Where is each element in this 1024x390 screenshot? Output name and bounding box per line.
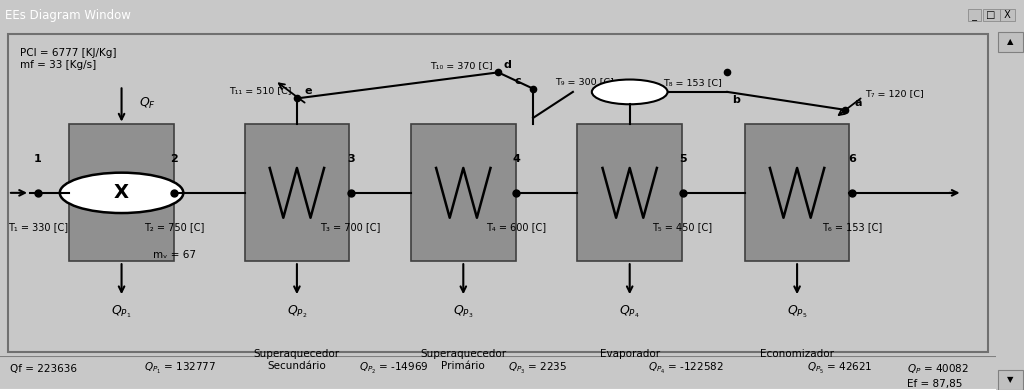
Text: T₁ = 330 [C]: T₁ = 330 [C] — [8, 222, 68, 232]
Text: $Q_{P_1}$ = 132777: $Q_{P_1}$ = 132777 — [144, 361, 216, 376]
Text: T₉ = 300 [C]: T₉ = 300 [C] — [555, 77, 613, 86]
Text: 2: 2 — [170, 154, 178, 163]
Text: T₇ = 120 [C]: T₇ = 120 [C] — [865, 89, 924, 98]
Text: T₃ = 700 [C]: T₃ = 700 [C] — [321, 222, 381, 232]
Text: Superaquecedor
Primário: Superaquecedor Primário — [420, 349, 506, 371]
FancyBboxPatch shape — [411, 124, 516, 261]
Text: mᵥ = 67: mᵥ = 67 — [153, 250, 196, 260]
Text: T₂ = 750 [C]: T₂ = 750 [C] — [144, 222, 205, 232]
Text: $Q_P$ = 40082: $Q_P$ = 40082 — [906, 362, 969, 376]
Text: □: □ — [983, 10, 999, 20]
Text: Ef = 87,85: Ef = 87,85 — [906, 379, 963, 389]
Text: $Q_{P_4}$ = -122582: $Q_{P_4}$ = -122582 — [647, 361, 724, 376]
Text: d: d — [503, 60, 511, 70]
FancyBboxPatch shape — [70, 124, 174, 261]
Text: e: e — [305, 86, 312, 96]
Text: $Q_{P_3}$ = 2235: $Q_{P_3}$ = 2235 — [508, 361, 567, 376]
Text: T₅ = 450 [C]: T₅ = 450 [C] — [652, 222, 713, 232]
Text: T₈ = 153 [C]: T₈ = 153 [C] — [664, 78, 722, 87]
Text: a: a — [855, 98, 862, 108]
Text: $Q_{P_2}$: $Q_{P_2}$ — [287, 303, 307, 320]
FancyBboxPatch shape — [997, 32, 1023, 51]
Text: X: X — [114, 183, 129, 202]
Text: 5: 5 — [679, 154, 686, 163]
FancyBboxPatch shape — [578, 124, 682, 261]
Text: c: c — [514, 76, 521, 86]
Text: EEs Diagram Window: EEs Diagram Window — [5, 9, 131, 21]
Text: ▼: ▼ — [1007, 376, 1014, 385]
Text: $Q_{P_5}$ = 42621: $Q_{P_5}$ = 42621 — [807, 361, 872, 376]
Text: ▲: ▲ — [1007, 37, 1014, 46]
Text: X: X — [1001, 10, 1014, 20]
Text: Qf = 223636: Qf = 223636 — [10, 364, 77, 374]
Text: $Q_{P_4}$: $Q_{P_4}$ — [620, 303, 640, 320]
Text: _: _ — [970, 10, 980, 20]
Text: T₄ = 600 [C]: T₄ = 600 [C] — [486, 222, 546, 232]
Text: T₆ = 153 [C]: T₆ = 153 [C] — [821, 222, 882, 232]
Text: Superaquecedor
Secundário: Superaquecedor Secundário — [254, 349, 340, 371]
Text: $Q_{P_3}$: $Q_{P_3}$ — [453, 303, 473, 320]
FancyBboxPatch shape — [744, 124, 849, 261]
Text: Evaporador: Evaporador — [600, 349, 659, 359]
Circle shape — [592, 80, 668, 104]
Text: $Q_F$: $Q_F$ — [139, 96, 157, 111]
Text: 3: 3 — [347, 154, 354, 163]
Text: PCI = 6777 [KJ/Kg]
mf = 33 [Kg/s]: PCI = 6777 [KJ/Kg] mf = 33 [Kg/s] — [19, 48, 117, 69]
Text: 6: 6 — [848, 154, 856, 163]
Circle shape — [59, 173, 183, 213]
Text: 4: 4 — [512, 154, 520, 163]
Text: $Q_{P_2}$ = -14969: $Q_{P_2}$ = -14969 — [358, 361, 428, 376]
FancyBboxPatch shape — [997, 370, 1023, 390]
FancyBboxPatch shape — [245, 124, 349, 261]
Text: $Q_{P_1}$: $Q_{P_1}$ — [112, 303, 132, 320]
Text: 1: 1 — [34, 154, 42, 163]
Text: Economizador: Economizador — [760, 349, 835, 359]
Text: $Q_{P_5}$: $Q_{P_5}$ — [786, 303, 807, 320]
Text: T₁₁ = 510 [C]: T₁₁ = 510 [C] — [229, 86, 292, 95]
Text: b: b — [732, 95, 740, 105]
Text: T₁₀ = 370 [C]: T₁₀ = 370 [C] — [430, 61, 494, 70]
